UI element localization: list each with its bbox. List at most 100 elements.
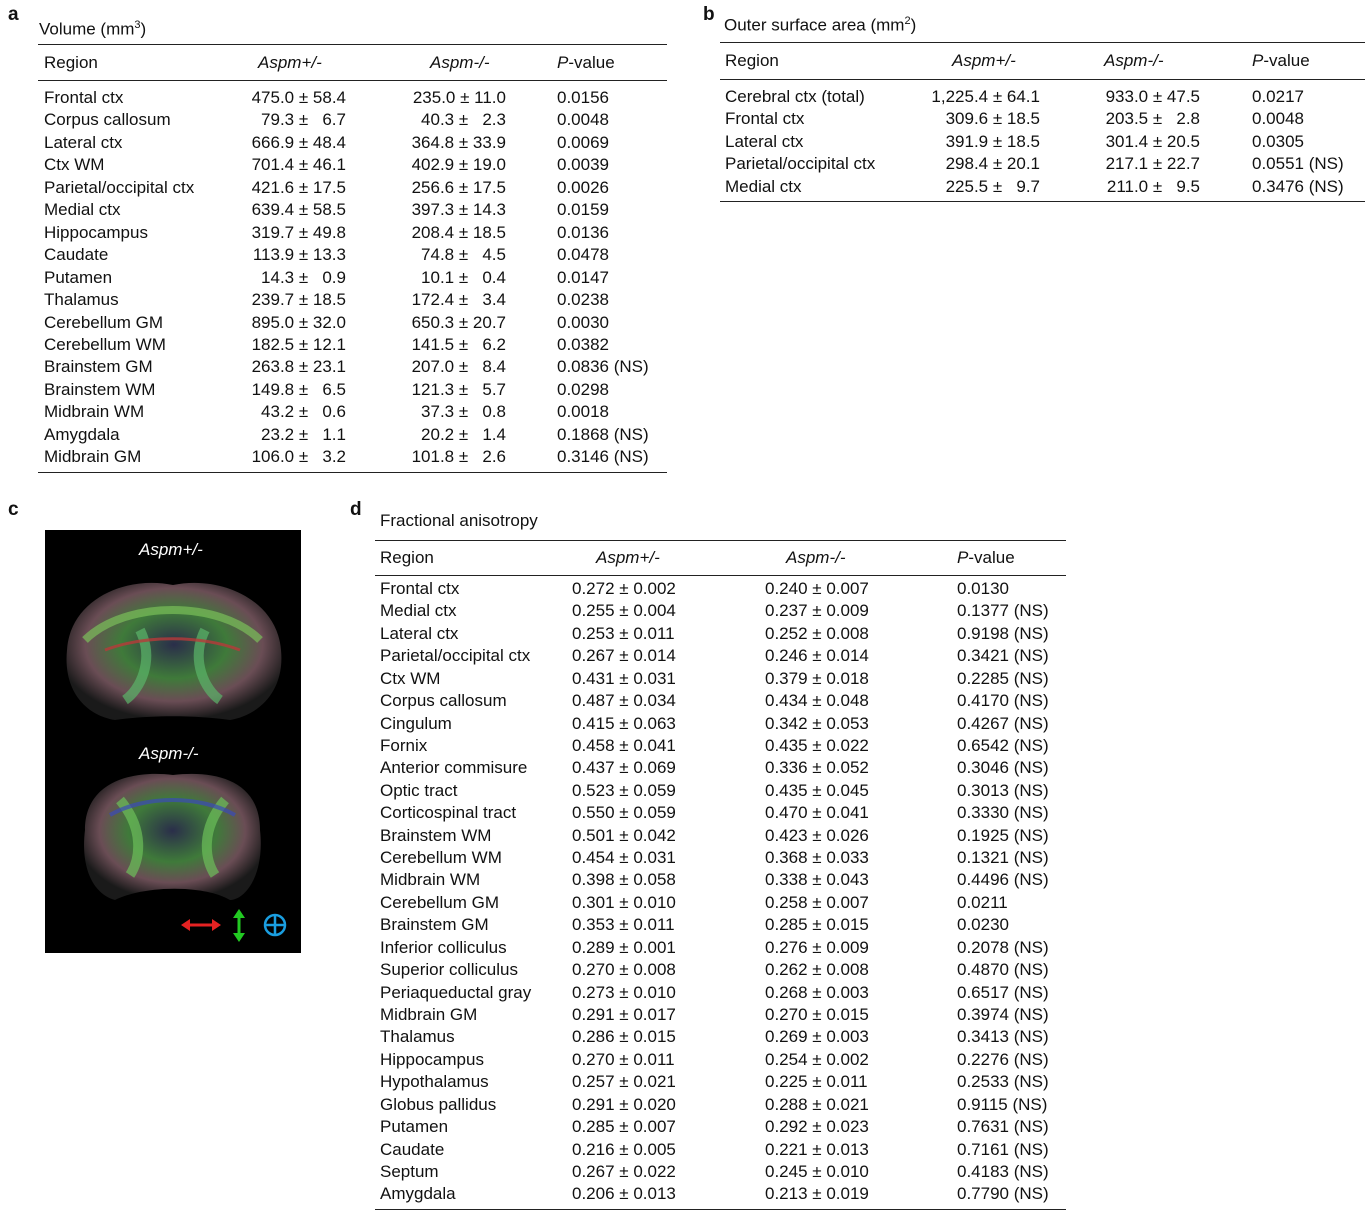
cell-region: Parietal/occipital ctx [380, 646, 530, 666]
cell-value: 650.3 ± 20.7 [396, 313, 506, 333]
cell-region: Cingulum [380, 714, 452, 734]
cell-value: 0.470 ± 0.041 [765, 803, 910, 823]
cell-value: 0.246 ± 0.014 [765, 646, 910, 666]
cell-p: 0.0551 (NS) [1252, 154, 1344, 174]
cell-value: 0.286 ± 0.015 [572, 1027, 720, 1047]
cell-region: Cerebellum GM [380, 893, 499, 913]
cell-value: 0.268 ± 0.003 [765, 983, 910, 1003]
cell-value: 74.8 ± 4.5 [396, 245, 506, 265]
cell-p: 0.0048 [557, 110, 609, 130]
cell-p: 0.3974 (NS) [957, 1005, 1049, 1025]
cell-value: 298.4 ± 20.1 [905, 154, 1040, 174]
cell-value: 0.206 ± 0.013 [572, 1184, 720, 1204]
cell-value: 14.3 ± 0.9 [236, 268, 346, 288]
cell-region: Septum [380, 1162, 439, 1182]
cell-value: 0.269 ± 0.003 [765, 1027, 910, 1047]
cell-value: 309.6 ± 18.5 [905, 109, 1040, 129]
cell-value: 0.255 ± 0.004 [572, 601, 720, 621]
cell-p: 0.1868 (NS) [557, 425, 649, 445]
cell-region: Fornix [380, 736, 427, 756]
rule [38, 80, 667, 81]
cell-value: 263.8 ± 23.1 [236, 357, 346, 377]
cell-value: 235.0 ± 11.0 [396, 88, 506, 108]
cell-value: 0.342 ± 0.053 [765, 714, 910, 734]
table-title: Fractional anisotropy [380, 511, 538, 531]
cell-value: 0.435 ± 0.022 [765, 736, 910, 756]
cell-value: 208.4 ± 18.5 [396, 223, 506, 243]
cell-region: Optic tract [380, 781, 457, 801]
image-label: Aspm-/- [139, 744, 199, 764]
title-part: ) [141, 20, 147, 39]
cell-value: 149.8 ± 6.5 [236, 380, 346, 400]
cell-p: 0.0026 [557, 178, 609, 198]
cell-p: 0.0298 [557, 380, 609, 400]
cell-value: 0.458 ± 0.041 [572, 736, 720, 756]
cell-region: Brainstem GM [44, 357, 153, 377]
cell-p: 0.1377 (NS) [957, 601, 1049, 621]
cell-p: 0.0217 [1252, 87, 1304, 107]
cell-value: 364.8 ± 33.9 [396, 133, 506, 153]
cell-p: 0.0238 [557, 290, 609, 310]
cell-value: 101.8 ± 2.6 [396, 447, 506, 467]
cell-p: 0.0030 [557, 313, 609, 333]
cell-value: 0.454 ± 0.031 [572, 848, 720, 868]
cell-value: 0.398 ± 0.058 [572, 870, 720, 890]
cell-value: 0.276 ± 0.009 [765, 938, 910, 958]
cell-value: 0.291 ± 0.017 [572, 1005, 720, 1025]
cell-value: 0.288 ± 0.021 [765, 1095, 910, 1115]
table-title: Volume (mm3) [39, 15, 146, 40]
cell-p: 0.9115 (NS) [957, 1095, 1047, 1115]
cell-value: 79.3 ± 6.7 [236, 110, 346, 130]
cell-value: 0.221 ± 0.013 [765, 1140, 910, 1160]
cell-value: 0.273 ± 0.010 [572, 983, 720, 1003]
cell-region: Brainstem GM [380, 915, 489, 935]
panel-letter: d [350, 500, 362, 520]
cell-region: Periaqueductal gray [380, 983, 531, 1003]
cell-value: 0.336 ± 0.052 [765, 758, 910, 778]
cell-region: Superior colliculus [380, 960, 518, 980]
header-cell: Region [44, 53, 98, 73]
cell-value: 0.379 ± 0.018 [765, 669, 910, 689]
header-cell: Region [380, 548, 434, 568]
cell-region: Cerebellum GM [44, 313, 163, 333]
cell-p: 0.3013 (NS) [957, 781, 1049, 801]
cell-value: 0.270 ± 0.011 [572, 1050, 720, 1070]
cell-value: 0.258 ± 0.007 [765, 893, 910, 913]
cell-value: 0.435 ± 0.045 [765, 781, 910, 801]
cell-value: 1,225.4 ± 64.1 [905, 87, 1040, 107]
cell-value: 0.291 ± 0.020 [572, 1095, 720, 1115]
cell-region: Thalamus [380, 1027, 455, 1047]
title-part: Outer surface area (mm [724, 16, 904, 35]
cell-region: Inferior colliculus [380, 938, 507, 958]
cell-value: 0.240 ± 0.007 [765, 579, 910, 599]
cell-region: Cerebral ctx (total) [725, 87, 865, 107]
cell-region: Midbrain WM [44, 402, 144, 422]
header-cell: Aspm-/- [786, 548, 846, 568]
cell-region: Medial ctx [380, 601, 457, 621]
cell-region: Frontal ctx [725, 109, 804, 129]
header-cell: P-value [957, 548, 1015, 568]
cell-p: 0.0130 [957, 579, 1009, 599]
cell-p: 0.3421 (NS) [957, 646, 1049, 666]
cell-value: 106.0 ± 3.2 [236, 447, 346, 467]
header-cell: Region [725, 51, 779, 71]
cell-value: 113.9 ± 13.3 [236, 245, 346, 265]
header-cell: Aspm-/- [430, 53, 490, 73]
cell-value: 0.216 ± 0.005 [572, 1140, 720, 1160]
cell-region: Parietal/occipital ctx [44, 178, 194, 198]
cell-value: 0.257 ± 0.021 [572, 1072, 720, 1092]
cell-p: 0.0211 [957, 893, 1008, 913]
cell-p: 0.0147 [557, 268, 609, 288]
header-cell: P-value [1252, 51, 1310, 71]
cell-region: Amygdala [380, 1184, 456, 1204]
cell-p: 0.0136 [557, 223, 609, 243]
cell-region: Corticospinal tract [380, 803, 516, 823]
cell-p: 0.2276 (NS) [957, 1050, 1049, 1070]
cell-p: 0.0836 (NS) [557, 357, 649, 377]
image-label: Aspm+/- [139, 540, 203, 560]
cell-p: 0.4267 (NS) [957, 714, 1049, 734]
cell-region: Brainstem WM [380, 826, 491, 846]
cell-p: 0.3046 (NS) [957, 758, 1049, 778]
cell-value: 10.1 ± 0.4 [396, 268, 506, 288]
cell-value: 0.368 ± 0.033 [765, 848, 910, 868]
